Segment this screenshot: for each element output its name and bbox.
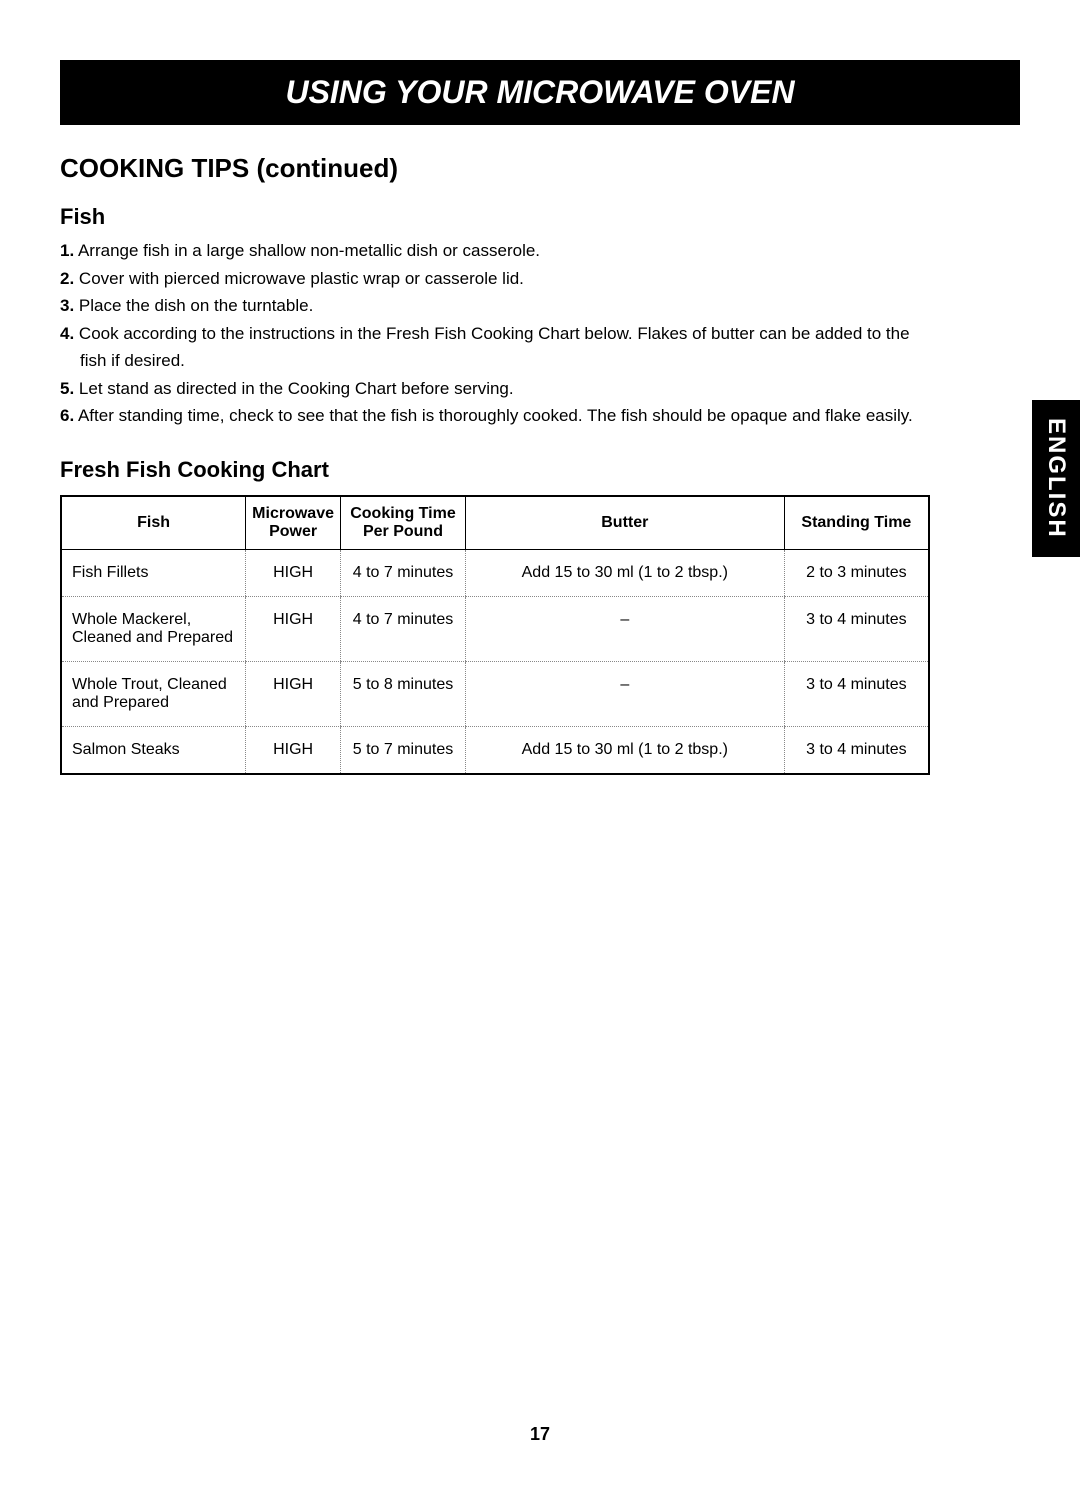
instruction-text: Place the dish on the turntable. [74,296,313,315]
table-row: Whole Mackerel, Cleaned and Prepared HIG… [61,596,929,661]
instruction-text: After standing time, check to see that t… [74,406,913,425]
cell-standing: 3 to 4 minutes [784,596,929,661]
column-header-time: Cooking Time Per Pound [341,496,466,550]
cell-fish: Whole Mackerel, Cleaned and Prepared [61,596,246,661]
instruction-item: 1. Arrange fish in a large shallow non-m… [60,238,1020,264]
instruction-number: 2. [60,269,74,288]
table-row: Whole Trout, Cleaned and Prepared HIGH 5… [61,661,929,726]
header-banner: USING YOUR MICROWAVE OVEN [60,60,1020,125]
fish-instructions-list: 1. Arrange fish in a large shallow non-m… [60,238,1020,429]
table-row: Fish Fillets HIGH 4 to 7 minutes Add 15 … [61,549,929,596]
cell-time: 5 to 8 minutes [341,661,466,726]
instruction-item: 5. Let stand as directed in the Cooking … [60,376,1020,402]
instruction-text: Cook according to the instructions in th… [74,324,909,343]
cell-fish: Salmon Steaks [61,726,246,774]
cell-fish: Whole Trout, Cleaned and Prepared [61,661,246,726]
cell-fish: Fish Fillets [61,549,246,596]
page-number: 17 [0,1424,1080,1445]
column-header-fish: Fish [61,496,246,550]
table-row: Salmon Steaks HIGH 5 to 7 minutes Add 15… [61,726,929,774]
header-title: USING YOUR MICROWAVE OVEN [285,74,794,110]
instruction-item: 2. Cover with pierced microwave plastic … [60,266,1020,292]
cell-time: 4 to 7 minutes [341,596,466,661]
cell-power: HIGH [246,549,341,596]
instruction-number: 6. [60,406,74,425]
instruction-text: Cover with pierced microwave plastic wra… [74,269,524,288]
instruction-item: 6. After standing time, check to see tha… [60,403,1020,429]
instruction-text: Arrange fish in a large shallow non-meta… [74,241,540,260]
cell-butter: – [465,596,784,661]
cell-time: 4 to 7 minutes [341,549,466,596]
instruction-number: 5. [60,379,74,398]
column-header-butter: Butter [465,496,784,550]
table-header-row: Fish Microwave Power Cooking Time Per Po… [61,496,929,550]
instruction-number: 3. [60,296,74,315]
cell-power: HIGH [246,726,341,774]
instruction-text: fish if desired. [80,351,185,370]
instruction-item: 3. Place the dish on the turntable. [60,293,1020,319]
column-header-power: Microwave Power [246,496,341,550]
instruction-number: 1. [60,241,74,260]
cell-butter: Add 15 to 30 ml (1 to 2 tbsp.) [465,726,784,774]
cell-butter: – [465,661,784,726]
cell-standing: 2 to 3 minutes [784,549,929,596]
section-title: COOKING TIPS (continued) [60,153,1020,184]
chart-title: Fresh Fish Cooking Chart [60,457,1020,483]
instruction-item: fish if desired. [60,348,1020,374]
cell-power: HIGH [246,596,341,661]
instruction-item: 4. Cook according to the instructions in… [60,321,1020,347]
cell-butter: Add 15 to 30 ml (1 to 2 tbsp.) [465,549,784,596]
cell-standing: 3 to 4 minutes [784,661,929,726]
cell-standing: 3 to 4 minutes [784,726,929,774]
language-tab: ENGLISH [1032,400,1080,557]
column-header-standing: Standing Time [784,496,929,550]
instruction-number: 4. [60,324,74,343]
language-tab-label: ENGLISH [1043,418,1070,539]
fish-cooking-table: Fish Microwave Power Cooking Time Per Po… [60,495,930,775]
instruction-text: Let stand as directed in the Cooking Cha… [74,379,513,398]
fish-subsection-title: Fish [60,204,1020,230]
cell-power: HIGH [246,661,341,726]
cell-time: 5 to 7 minutes [341,726,466,774]
